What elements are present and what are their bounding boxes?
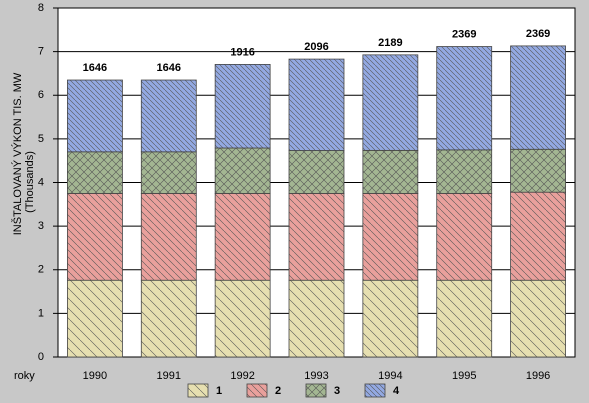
bar-segment bbox=[214, 193, 271, 281]
bar-segment bbox=[67, 279, 123, 358]
bar-segment bbox=[288, 150, 345, 194]
bar-segment bbox=[288, 193, 345, 281]
bar-segment bbox=[362, 193, 419, 281]
x-tick-label: 1995 bbox=[452, 370, 476, 382]
bar-segment bbox=[140, 279, 197, 358]
bar-segment bbox=[288, 279, 345, 358]
y-tick-label: 8 bbox=[38, 2, 44, 14]
bar-segment bbox=[214, 279, 271, 358]
data-label: 2189 bbox=[378, 37, 402, 49]
y-axis-label: INŠTALOVANÝ VÝKON TIS. MW bbox=[11, 72, 24, 235]
x-tick-label: 1996 bbox=[526, 370, 550, 382]
y-tick-label: 0 bbox=[38, 351, 44, 363]
y-tick-label: 3 bbox=[38, 220, 44, 232]
legend-swatch bbox=[305, 383, 327, 398]
legend-label: 1 bbox=[216, 385, 222, 397]
legend-swatch bbox=[364, 383, 386, 398]
bar-segment bbox=[362, 54, 419, 151]
data-label: 1646 bbox=[157, 62, 181, 74]
x-tick-label: 1991 bbox=[157, 370, 181, 382]
x-tick-label: 1990 bbox=[83, 370, 107, 382]
bar-segment bbox=[436, 279, 493, 358]
bar-segment bbox=[510, 191, 566, 281]
y-tick-label: 2 bbox=[38, 264, 44, 276]
legend-swatch bbox=[187, 383, 209, 398]
bar-segment bbox=[510, 279, 566, 358]
data-label: 1646 bbox=[83, 62, 107, 74]
legend-label: 2 bbox=[275, 385, 281, 397]
bar-segment bbox=[140, 193, 197, 281]
bar-segment bbox=[214, 147, 271, 194]
legend-label: 3 bbox=[334, 385, 340, 397]
legend-swatch bbox=[246, 383, 268, 398]
bar-segment bbox=[362, 149, 419, 194]
data-label: 2096 bbox=[304, 41, 328, 53]
bar-segment bbox=[140, 79, 197, 153]
y-tick-label: 6 bbox=[38, 89, 44, 101]
bar-segment bbox=[67, 151, 123, 194]
legend-label: 4 bbox=[393, 385, 400, 397]
bar-segment bbox=[67, 193, 123, 281]
data-label: 2369 bbox=[526, 28, 550, 40]
bar-segment bbox=[67, 79, 123, 153]
bar-segment bbox=[510, 148, 566, 193]
bar-segment bbox=[140, 151, 197, 194]
y-tick-label: 1 bbox=[38, 307, 44, 319]
x-tick-label: 1994 bbox=[378, 370, 402, 382]
x-axis-label: roky bbox=[14, 370, 35, 382]
y-tick-label: 4 bbox=[38, 176, 44, 188]
y-axis-label-unit: (Thousands) bbox=[24, 151, 36, 213]
data-label: 2369 bbox=[452, 28, 476, 40]
bar-segment bbox=[362, 279, 419, 358]
bar-segment bbox=[214, 64, 271, 149]
bar-segment bbox=[288, 58, 345, 151]
bar-segment bbox=[436, 149, 493, 194]
x-tick-label: 1992 bbox=[230, 370, 254, 382]
x-tick-label: 1993 bbox=[304, 370, 328, 382]
bar-segment bbox=[436, 46, 493, 151]
bar-segment bbox=[436, 193, 493, 281]
bar-segment bbox=[510, 45, 566, 150]
y-tick-label: 7 bbox=[38, 46, 44, 58]
data-label: 1916 bbox=[230, 46, 254, 58]
y-tick-label: 5 bbox=[38, 133, 44, 145]
